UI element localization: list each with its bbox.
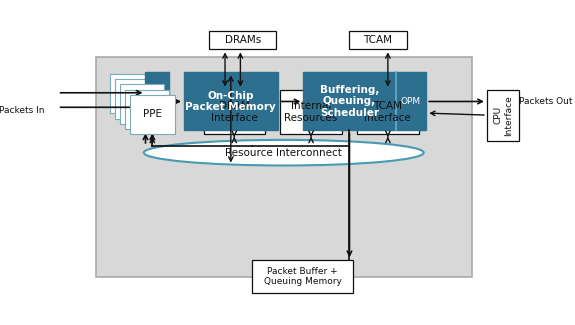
Text: IPM: IPM <box>150 97 166 106</box>
Text: Buffering,
Queuing,
Scheduler: Buffering, Queuing, Scheduler <box>320 85 379 118</box>
Bar <box>304 72 396 131</box>
Text: OPM: OPM <box>401 97 421 106</box>
Text: On-Chip
Packet Memory: On-Chip Packet Memory <box>186 91 276 112</box>
Text: PPE: PPE <box>143 109 162 119</box>
Text: Internal
Resources: Internal Resources <box>285 101 338 123</box>
Ellipse shape <box>144 140 424 165</box>
Text: CPU
Interface: CPU Interface <box>493 95 513 136</box>
Bar <box>125 89 170 129</box>
Bar <box>209 31 276 49</box>
Bar <box>281 89 342 134</box>
Text: DRAMs: DRAMs <box>225 35 261 45</box>
Text: DRAM
Interface: DRAM Interface <box>211 101 258 123</box>
Bar <box>110 74 154 113</box>
Bar <box>396 72 426 131</box>
Bar <box>96 57 472 277</box>
Text: Packets Out: Packets Out <box>519 97 573 106</box>
Bar <box>252 260 353 292</box>
Text: TCAM: TCAM <box>363 35 392 45</box>
Bar <box>115 79 159 119</box>
Bar <box>348 31 407 49</box>
Bar <box>120 84 164 124</box>
Text: TCAM
Interface: TCAM Interface <box>365 101 411 123</box>
Bar <box>145 72 170 131</box>
Text: Packet Buffer +
Queuing Memory: Packet Buffer + Queuing Memory <box>263 267 342 286</box>
Bar <box>130 95 174 134</box>
Bar <box>184 72 278 131</box>
Text: Resource Interconnect: Resource Interconnect <box>225 148 342 158</box>
Bar <box>204 89 265 134</box>
Text: Packets In: Packets In <box>0 106 45 115</box>
Bar <box>487 89 519 141</box>
Bar <box>357 89 419 134</box>
